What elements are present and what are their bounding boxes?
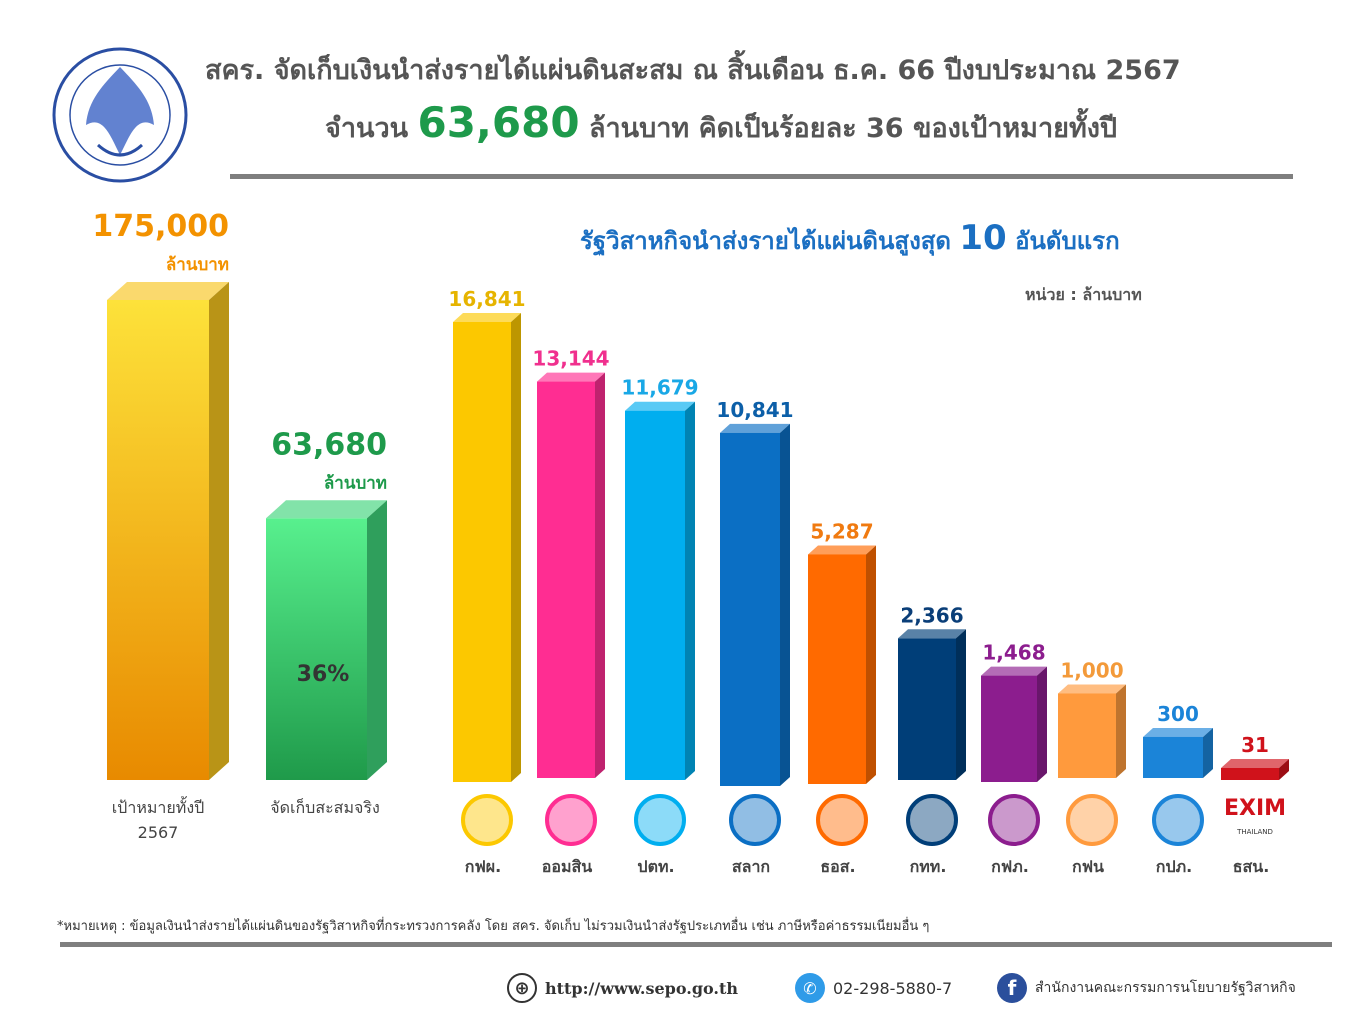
company-bar-6-top — [981, 666, 1047, 676]
company-bar-9 — [1221, 768, 1279, 780]
company-logo-icon — [729, 794, 781, 846]
footer-divider — [60, 942, 1332, 947]
facebook-icon: f — [997, 973, 1027, 1003]
company-bar-2-side — [685, 401, 695, 780]
phone-text: 02-298-5880-7 — [833, 978, 953, 998]
target-bar-1-top — [266, 500, 387, 519]
company-bar-0-top — [453, 313, 521, 322]
target-bar-0-top — [107, 282, 229, 300]
company-bar-3 — [720, 432, 780, 786]
company-logo-icon — [545, 794, 597, 846]
website-text: http://www.sepo.go.th — [545, 978, 738, 998]
company-bar-0 — [453, 322, 511, 782]
category-label: กฟผ. — [465, 857, 501, 876]
title-amount: 63,680 — [417, 98, 580, 147]
company-bar-1 — [537, 381, 595, 778]
bar-value-label: 31 — [1241, 733, 1269, 757]
website-link[interactable]: ⊕ http://www.sepo.go.th — [507, 973, 738, 1003]
company-bar-7-side — [1116, 684, 1126, 778]
target-bar-0 — [107, 300, 209, 780]
company-bar-8-side — [1203, 727, 1213, 778]
company-bar-5-side — [956, 629, 966, 780]
category-label: ธสน. — [1233, 857, 1270, 876]
company-bar-0-side — [511, 313, 521, 782]
target-bar-0-side — [209, 282, 229, 780]
chart-title-number: 10 — [959, 218, 1007, 258]
company-bar-4 — [808, 554, 866, 784]
company-logo-icon — [816, 794, 868, 846]
globe-icon: ⊕ — [507, 973, 537, 1003]
company-bar-1-side — [595, 372, 605, 778]
company-bar-3-top — [720, 423, 790, 433]
chart-title: รัฐวิสาหกิจนำส่งรายได้แผ่นดินสูงสุด 10 อ… — [580, 218, 1120, 260]
bar-unit-label: ล้านบาท — [166, 255, 229, 275]
company-bar-8 — [1143, 736, 1203, 778]
exim-logo-sub: THAILAND — [1236, 828, 1273, 836]
category-label: สลาก — [732, 857, 770, 876]
chart-title-suffix: อันดับแรก — [1015, 227, 1120, 255]
company-bar-5 — [898, 638, 956, 780]
company-bar-2-top — [625, 401, 695, 411]
bar-value-label: 10,841 — [716, 398, 793, 422]
bar-unit-label: ล้านบาท — [324, 473, 387, 493]
category-label: ปตท. — [637, 857, 674, 876]
header-divider — [230, 174, 1293, 179]
footnote: *หมายเหตุ : ข้อมูลเงินนำส่งรายได้แผ่นดิน… — [57, 919, 930, 934]
company-bar-6 — [981, 675, 1037, 782]
bar-value-label: 5,287 — [810, 519, 873, 543]
target-bar-1-side — [367, 500, 387, 780]
title-prefix: จำนวน — [325, 113, 409, 144]
category-label: กฟภ. — [991, 857, 1029, 876]
company-bar-7-top — [1058, 684, 1126, 694]
category-label: จัดเก็บสะสมจริง — [270, 797, 380, 817]
bar-value-label: 16,841 — [448, 287, 525, 311]
company-logo-icon — [906, 794, 958, 846]
company-logo-icon — [461, 794, 513, 846]
company-bar-4-top — [808, 545, 876, 555]
title-line-1: สคร. จัดเก็บเงินนำส่งรายได้แผ่นดินสะสม ณ… — [205, 55, 1181, 86]
bar-value-label: 63,680 — [271, 427, 387, 462]
company-bar-1-top — [537, 372, 605, 382]
bar-value-label: 1,000 — [1060, 658, 1123, 682]
facebook-link[interactable]: f สำนักงานคณะกรรมการนโยบายรัฐวิสาหกิจ — [997, 973, 1296, 1003]
category-label: 2567 — [138, 823, 179, 842]
company-bar-8-top — [1143, 727, 1213, 737]
category-label: ออมสิน — [542, 857, 593, 876]
bar-value-label: 11,679 — [621, 376, 698, 400]
company-bar-6-side — [1037, 666, 1047, 782]
percent-label: 36% — [297, 662, 350, 687]
phone-contact[interactable]: ✆ 02-298-5880-7 — [795, 973, 952, 1003]
company-bar-4-side — [866, 545, 876, 784]
facebook-text: สำนักงานคณะกรรมการนโยบายรัฐวิสาหกิจ — [1035, 980, 1296, 996]
title-line-2: จำนวน 63,680 ล้านบาท คิดเป็นร้อยละ 36 ขอ… — [325, 98, 1117, 149]
bar-value-label: 300 — [1157, 702, 1199, 726]
category-label: กฟน — [1072, 857, 1104, 876]
phone-icon: ✆ — [795, 973, 825, 1003]
company-logo-icon — [634, 794, 686, 846]
category-label: กทท. — [910, 857, 947, 876]
unit-label: หน่วย : ล้านบาท — [1025, 285, 1142, 304]
company-bar-2 — [625, 410, 685, 780]
category-label: กปภ. — [1156, 857, 1192, 876]
sepo-logo — [48, 45, 193, 185]
company-logo-icon — [1066, 794, 1118, 846]
company-bar-3-side — [780, 423, 790, 786]
bar-value-label: 2,366 — [900, 603, 963, 627]
company-bar-9-side — [1279, 759, 1289, 780]
company-bar-9-top — [1221, 759, 1289, 768]
chart-title-prefix: รัฐวิสาหกิจนำส่งรายได้แผ่นดินสูงสุด — [580, 227, 952, 255]
target-bar-1 — [266, 518, 367, 780]
company-bar-5-top — [898, 629, 966, 639]
bar-value-label: 175,000 — [92, 209, 229, 244]
bar-value-label: 1,468 — [982, 641, 1045, 665]
title-suffix: ล้านบาท คิดเป็นร้อยละ 36 ของเป้าหมายทั้ง… — [588, 113, 1118, 144]
exim-logo: EXIM — [1224, 796, 1286, 821]
category-label: เป้าหมายทั้งปี — [112, 796, 205, 817]
company-bar-7 — [1058, 693, 1116, 778]
company-logo-icon — [988, 794, 1040, 846]
bar-value-label: 13,144 — [532, 347, 609, 371]
company-logo-icon — [1152, 794, 1204, 846]
category-label: ธอส. — [820, 857, 855, 876]
bar-chart: 175,000 ล้านบาท 63,680 ล้านบาท 36% เป้าหมายทั… — [92, 209, 1289, 876]
